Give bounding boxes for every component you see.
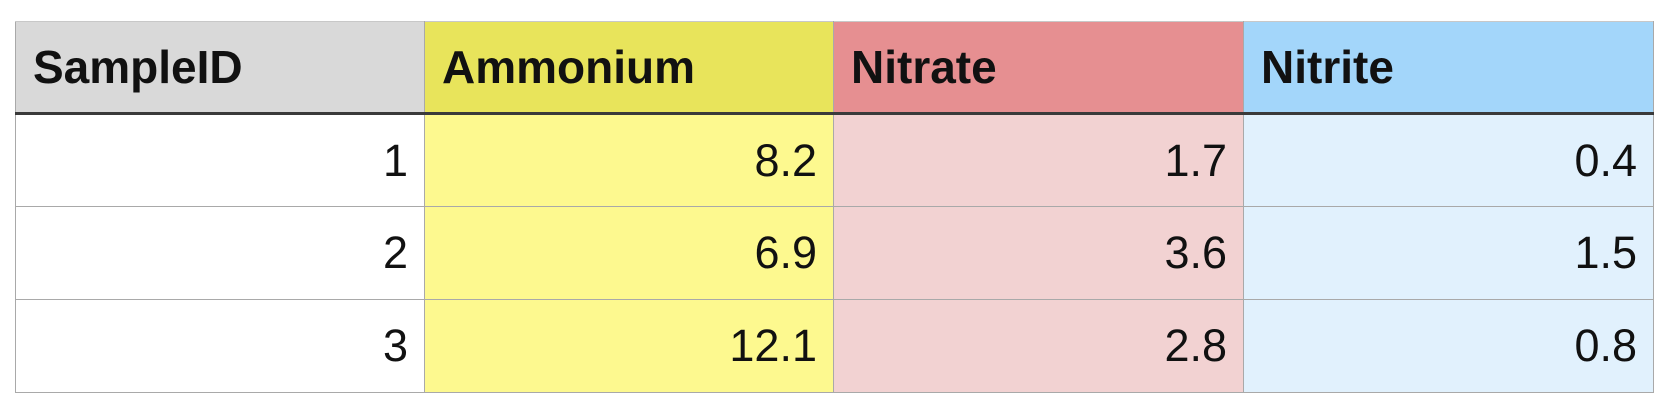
cell-ammonium[interactable]: 12.1 bbox=[424, 299, 834, 393]
table-row: 3 12.1 2.8 0.8 bbox=[15, 299, 1654, 393]
cell-ammonium[interactable]: 6.9 bbox=[424, 206, 834, 300]
cell-nitrite[interactable]: 0.4 bbox=[1243, 113, 1654, 207]
cell-nitrate[interactable]: 3.6 bbox=[833, 206, 1244, 300]
header-nitrite[interactable]: Nitrite bbox=[1243, 21, 1654, 115]
cell-nitrite[interactable]: 0.8 bbox=[1243, 299, 1654, 393]
data-table-container: SampleID Ammonium Nitrate Nitrite 1 8.2 … bbox=[15, 21, 1654, 393]
nutrient-table: SampleID Ammonium Nitrate Nitrite 1 8.2 … bbox=[15, 21, 1654, 393]
cell-ammonium[interactable]: 8.2 bbox=[424, 113, 834, 207]
table-header: SampleID Ammonium Nitrate Nitrite bbox=[15, 21, 1654, 115]
header-nitrate[interactable]: Nitrate bbox=[833, 21, 1244, 115]
cell-sample-id[interactable]: 2 bbox=[15, 206, 425, 300]
cell-sample-id[interactable]: 1 bbox=[15, 113, 425, 207]
cell-nitrate[interactable]: 2.8 bbox=[833, 299, 1244, 393]
cell-nitrite[interactable]: 1.5 bbox=[1243, 206, 1654, 300]
table-body: 1 8.2 1.7 0.4 2 6.9 3.6 1.5 3 12.1 2.8 0… bbox=[15, 113, 1654, 393]
header-sample-id[interactable]: SampleID bbox=[15, 21, 425, 115]
cell-nitrate[interactable]: 1.7 bbox=[833, 113, 1244, 207]
header-row: SampleID Ammonium Nitrate Nitrite bbox=[15, 21, 1654, 115]
cell-sample-id[interactable]: 3 bbox=[15, 299, 425, 393]
table-row: 2 6.9 3.6 1.5 bbox=[15, 206, 1654, 300]
header-ammonium[interactable]: Ammonium bbox=[424, 21, 834, 115]
table-row: 1 8.2 1.7 0.4 bbox=[15, 113, 1654, 207]
